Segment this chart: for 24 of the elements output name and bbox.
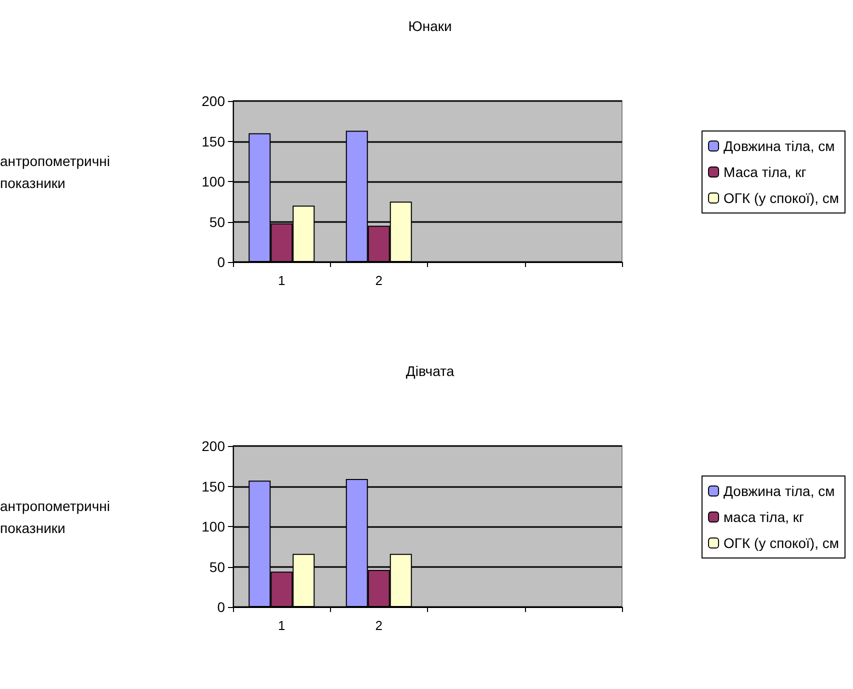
y-tick-label: 0 (217, 599, 226, 615)
chart-title: Юнаки (408, 18, 452, 34)
y-tick-label: 100 (202, 174, 226, 190)
x-tick-label: 2 (375, 618, 382, 633)
y-axis-title: антропометричні показники (0, 153, 110, 191)
y-axis-title: антропометричні показники (0, 498, 110, 536)
legend-label: маса тіла, кг (724, 509, 804, 525)
y-tick-label: 150 (202, 133, 226, 150)
y-tick-label: 200 (202, 93, 226, 109)
y-tick-label: 50 (209, 558, 226, 575)
y-tick-label: 100 (202, 518, 226, 534)
y-tick-label: 0 (217, 254, 226, 270)
x-tick-label: 1 (278, 273, 286, 288)
legend-label: Маса тіла, кг (724, 164, 806, 180)
x-tick-label: 1 (278, 618, 286, 633)
legend-label: ОГК (у спокої), см (724, 190, 840, 206)
legend-label: Довжина тіла, см (724, 138, 835, 154)
legend-label: Довжина тіла, см (724, 483, 835, 499)
y-tick-label: 50 (209, 214, 226, 230)
chart-title: Дівчата (406, 363, 454, 379)
x-tick-label: 2 (375, 273, 382, 288)
y-tick-label: 150 (202, 478, 226, 494)
legend-label: ОГК (у спокої), см (724, 535, 840, 551)
y-tick-label: 200 (202, 438, 226, 454)
